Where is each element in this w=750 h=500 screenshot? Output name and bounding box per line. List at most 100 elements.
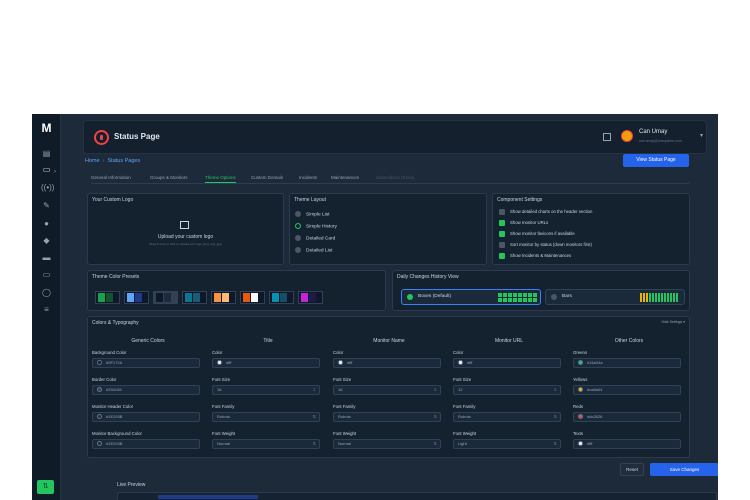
history-option-boxes[interactable]: Boxes (Default) <box>401 289 541 305</box>
broadcast-icon[interactable]: ((•)) <box>41 183 55 192</box>
color-dot-icon[interactable] <box>97 414 102 420</box>
radio-icon[interactable] <box>295 247 301 253</box>
color-dot-icon[interactable] <box>338 360 343 366</box>
user-name[interactable]: Can Umay <box>639 129 668 135</box>
select-arrows-icon[interactable]: ⇅ <box>312 414 316 419</box>
color-dot-icon[interactable] <box>97 360 102 366</box>
field-input[interactable]: #1E293B <box>92 412 200 422</box>
tab-subscribers[interactable]: Subscribers (Soon) <box>376 175 415 180</box>
layout-option-detailed-list[interactable]: Detailed List <box>295 247 332 253</box>
stepper-icon[interactable]: ⇕ <box>553 387 557 392</box>
list-icon[interactable]: ≡ <box>44 305 49 314</box>
layout-option-simple-list[interactable]: Simple List <box>295 211 329 217</box>
field-input[interactable]: Normal ⇅ <box>212 439 320 449</box>
checkbox-checked-icon[interactable] <box>499 231 505 237</box>
color-dot-icon[interactable] <box>97 441 102 447</box>
field-input[interactable]: #fff <box>573 439 681 449</box>
color-dot-icon[interactable] <box>458 360 463 366</box>
help-icon[interactable]: ⇅ <box>37 480 54 494</box>
field-input[interactable]: Roboto ⇅ <box>453 412 561 422</box>
upload-logo-label[interactable]: Upload your custom logo <box>157 234 214 240</box>
preset-swatch[interactable] <box>153 291 178 304</box>
field-input[interactable]: 16 ⇕ <box>333 385 441 395</box>
setting-sort-by-status[interactable]: Sort monitor by status (down monitors fi… <box>499 242 592 248</box>
setting-detailed-charts[interactable]: Show detailed charts on the header secti… <box>499 209 592 215</box>
tab-theme-options[interactable]: Theme Options <box>205 175 236 183</box>
tab-incidents[interactable]: Incidents <box>299 175 318 180</box>
status-page-icon[interactable]: ▬ <box>42 253 51 262</box>
drop-icon[interactable]: ◯ <box>42 288 51 297</box>
select-arrows-icon[interactable]: ⇅ <box>312 441 316 446</box>
cube-icon[interactable] <box>603 133 611 141</box>
field-input[interactable]: #dc2626 <box>573 412 681 422</box>
preset-swatch[interactable] <box>182 291 207 304</box>
select-arrows-icon[interactable]: ⇅ <box>433 414 437 419</box>
preset-swatch[interactable] <box>240 291 265 304</box>
field-input[interactable]: 12 ⇕ <box>453 385 561 395</box>
hide-settings-button[interactable]: Hide Settings ▾ <box>661 320 685 324</box>
field-input[interactable]: #ca8a04 <box>573 385 681 395</box>
dashboard-icon[interactable]: ▤ <box>42 149 51 158</box>
image-upload-icon[interactable] <box>180 221 189 229</box>
view-status-page-button[interactable]: View Status Page <box>623 154 689 167</box>
avatar[interactable] <box>621 130 633 142</box>
checkbox-icon[interactable] <box>499 209 505 215</box>
layout-option-simple-history[interactable]: Simple History <box>295 223 337 229</box>
field-input[interactable]: 16 ⇕ <box>212 385 320 395</box>
field-input[interactable]: Roboto ⇅ <box>212 412 320 422</box>
preset-swatch[interactable] <box>124 291 149 304</box>
select-arrows-icon[interactable]: ⇅ <box>433 441 437 446</box>
setting-incidents-maintenances[interactable]: Show Incidents & Maintenances <box>499 253 571 259</box>
preset-swatch[interactable] <box>211 291 236 304</box>
preset-swatch[interactable] <box>298 291 323 304</box>
preset-swatch[interactable] <box>95 291 120 304</box>
setting-monitor-urls[interactable]: Show monitor URLs <box>499 220 548 226</box>
save-changes-button[interactable]: Save Changes <box>650 463 718 476</box>
field-input[interactable]: Normal ⇅ <box>333 439 441 449</box>
color-dot-icon[interactable] <box>578 441 583 447</box>
card-icon[interactable]: ▭ <box>42 270 51 279</box>
checkbox-icon[interactable] <box>499 242 505 248</box>
tab-custom-domain[interactable]: Custom Domain <box>251 175 284 180</box>
tab-maintenances[interactable]: Maintenances <box>331 175 360 180</box>
preset-swatch[interactable] <box>269 291 294 304</box>
field-input[interactable]: Roboto ⇅ <box>333 412 441 422</box>
tab-general-information[interactable]: General Information <box>91 175 131 180</box>
shield-icon[interactable]: ◆ <box>43 236 50 245</box>
field-input[interactable]: #334155 <box>92 385 200 395</box>
layout-option-detailed-card[interactable]: Detailed Card <box>295 235 335 241</box>
field-input[interactable]: Light ⇅ <box>453 439 561 449</box>
radio-icon[interactable] <box>551 294 557 300</box>
color-dot-icon[interactable] <box>578 387 583 393</box>
color-dot-icon[interactable] <box>97 387 102 393</box>
reset-button[interactable]: Reset <box>620 463 644 476</box>
users-icon[interactable]: ● <box>44 219 49 228</box>
select-arrows-icon[interactable]: ⇅ <box>553 414 557 419</box>
field-input[interactable]: #1E293B <box>92 439 200 449</box>
color-dot-icon[interactable] <box>217 360 222 366</box>
chevron-down-icon[interactable]: ▾ <box>700 133 704 139</box>
radio-selected-icon[interactable] <box>407 294 413 300</box>
breadcrumb-status-pages[interactable]: Status Pages <box>107 158 141 164</box>
stepper-icon[interactable]: ⇕ <box>312 387 316 392</box>
field-input[interactable]: #fff <box>212 358 320 368</box>
breadcrumb-home[interactable]: Home <box>85 158 100 164</box>
radio-icon[interactable] <box>295 211 301 217</box>
field-input[interactable]: #fff <box>333 358 441 368</box>
field-input[interactable]: #0F172A <box>92 358 200 368</box>
color-dot-icon[interactable] <box>578 360 583 366</box>
field-input[interactable]: #16a34a <box>573 358 681 368</box>
wrench-icon[interactable]: ✎ <box>43 201 50 210</box>
tab-groups-monitors[interactable]: Groups & Monitors <box>150 175 188 180</box>
setting-favicons[interactable]: Show monitor favicons if available <box>499 231 575 237</box>
monitor-icon[interactable]: ▭ <box>42 165 51 174</box>
history-option-bars[interactable]: Bars <box>545 289 685 305</box>
checkbox-checked-icon[interactable] <box>499 253 505 259</box>
radio-selected-icon[interactable] <box>295 223 301 229</box>
field-input[interactable]: #fff <box>453 358 561 368</box>
stepper-icon[interactable]: ⇕ <box>433 387 437 392</box>
checkbox-checked-icon[interactable] <box>499 220 505 226</box>
radio-icon[interactable] <box>295 235 301 241</box>
select-arrows-icon[interactable]: ⇅ <box>553 441 557 446</box>
chevron-right-icon[interactable]: › <box>54 169 56 175</box>
